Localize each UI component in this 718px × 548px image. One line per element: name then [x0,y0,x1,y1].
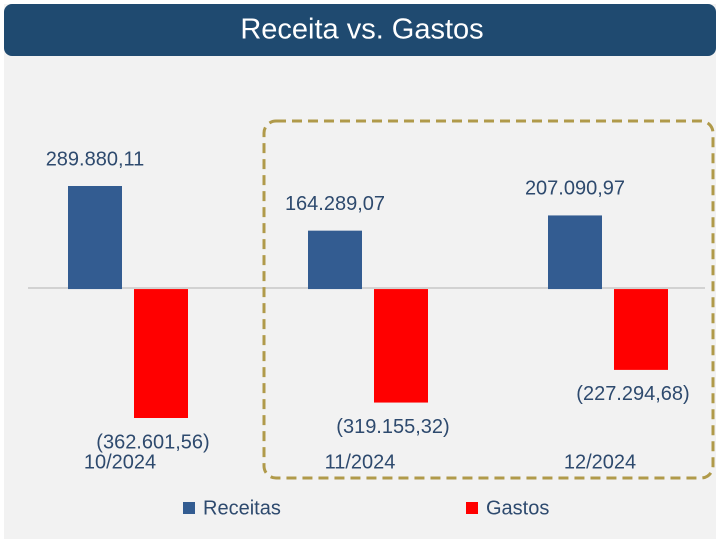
legend-label: Gastos [486,497,549,519]
value-label: (362.601,56) [96,431,209,453]
x-tick-label: 12/2024 [564,451,636,473]
bar [134,289,188,418]
bar [308,230,362,290]
x-tick-label: 10/2024 [84,451,156,473]
title-bar [4,4,716,56]
x-tick-label: 11/2024 [325,451,396,473]
bar [614,289,668,370]
highlight-box [262,119,715,480]
value-label: (227.294,68) [576,383,689,405]
legend-label: Receitas [203,497,281,519]
chart-title: Receita vs. Gastos [240,14,483,46]
bar [374,289,428,403]
bar [68,186,122,290]
value-label: (319.155,32) [336,416,449,438]
bar [548,215,602,290]
value-label: 164.289,07 [285,193,385,215]
legend-swatch [466,502,478,514]
value-label: 207.090,97 [525,178,625,200]
value-label: 289.880,11 [46,148,145,170]
legend-swatch [183,502,195,514]
